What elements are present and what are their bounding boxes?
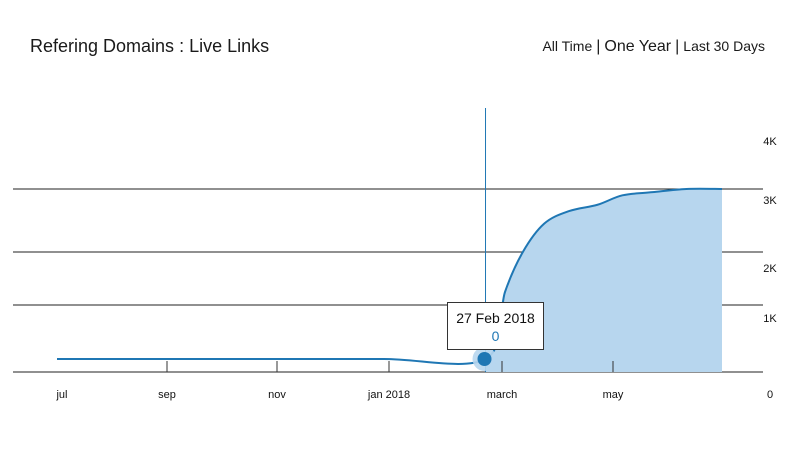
x-tick-label: jul xyxy=(55,389,67,401)
x-tick-label: jan 2018 xyxy=(367,389,410,401)
y-tick-label: 3K xyxy=(763,195,777,207)
y-tick-label: 4K xyxy=(763,136,777,148)
x-tick-label: may xyxy=(603,389,624,401)
series-line xyxy=(57,187,723,365)
range-selector: All Time | One Year | Last 30 Days xyxy=(542,38,765,56)
x-tick-label: nov xyxy=(268,389,286,401)
range-separator: | xyxy=(596,38,601,55)
x-tick-label: sep xyxy=(158,389,176,401)
range-all-time-button[interactable]: All Time xyxy=(542,38,593,54)
range-separator: | xyxy=(675,38,680,55)
tooltip-value: 0 xyxy=(491,328,500,344)
chart-tooltip: 27 Feb 2018 0 xyxy=(447,302,544,350)
y-tick-label: 0 xyxy=(767,389,773,401)
y-tick-label: 1K xyxy=(763,313,777,325)
series-area-fill xyxy=(485,188,722,372)
chart-title: Refering Domains : Live Links xyxy=(30,36,270,56)
range-one-year-button[interactable]: One Year xyxy=(604,38,672,55)
x-tick-label: march xyxy=(487,389,518,401)
y-tick-label: 2K xyxy=(763,263,777,275)
range-last-30-days-button[interactable]: Last 30 Days xyxy=(683,38,765,54)
tooltip-date: 27 Feb 2018 xyxy=(456,310,535,326)
highlight-point xyxy=(477,352,492,366)
